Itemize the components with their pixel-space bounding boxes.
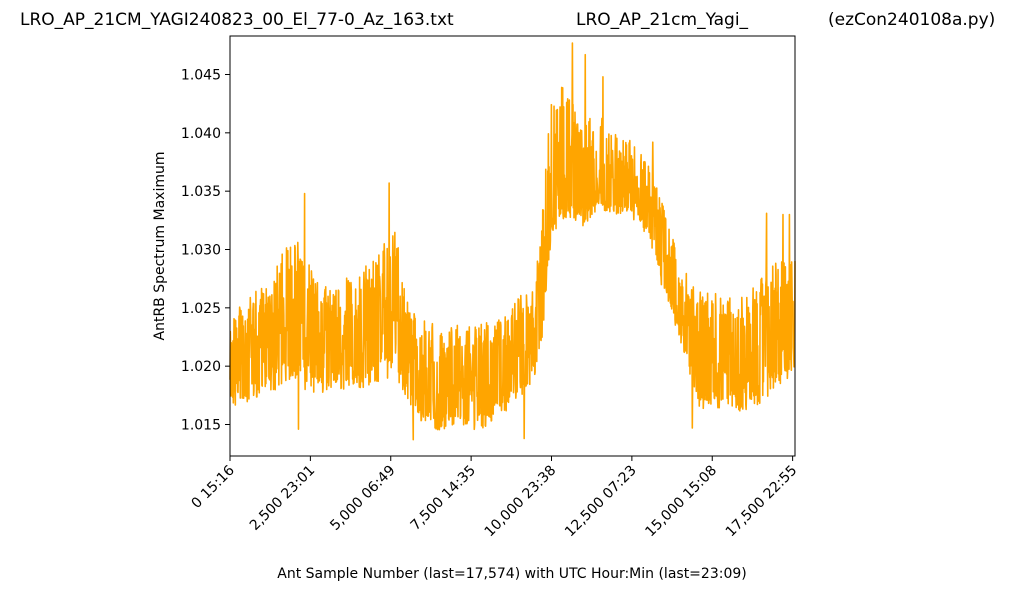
y-tick-label: 1.045 (181, 68, 221, 84)
y-tick-label: 1.015 (181, 418, 221, 434)
x-tick-label: 12,500 07:23 (562, 463, 640, 541)
x-tick-label: 15,000 15:08 (642, 463, 720, 541)
y-tick-label: 1.040 (181, 126, 221, 142)
y-axis: 1.015 1.020 1.025 1.030 1.035 1.040 1.045 (181, 68, 230, 434)
plot-area (229, 42, 796, 441)
x-tick-label: 17,500 22:55 (723, 463, 801, 541)
y-axis-label: AntRB Spectrum Maximum (152, 152, 168, 341)
y-tick-label: 1.030 (181, 243, 221, 259)
file-title: LRO_AP_21CM_YAGI240823_00_El_77-0_Az_163… (20, 10, 454, 30)
x-tick-label: 2,500 23:01 (247, 463, 318, 534)
y-tick-label: 1.035 (181, 184, 221, 200)
x-axis: 0 15:16 2,500 23:01 5,000 06:49 7,500 14:35… (189, 456, 801, 541)
x-tick-label: 5,000 06:49 (327, 463, 398, 534)
x-tick-label: 0 15:16 (189, 462, 238, 511)
axes-frame (229, 35, 796, 457)
y-tick-label: 1.020 (181, 359, 221, 375)
program-title: (ezCon240108a.py) (828, 10, 995, 30)
y-tick-label: 1.025 (181, 301, 221, 317)
station-title: LRO_AP_21cm_Yagi_ (576, 10, 749, 30)
x-axis-label: Ant Sample Number (last=17,574) with UTC… (277, 566, 746, 582)
antrb-series-line (229, 42, 796, 441)
x-tick-label: 7,500 14:35 (408, 463, 479, 534)
x-tick-label: 10,000 23:38 (482, 463, 560, 541)
